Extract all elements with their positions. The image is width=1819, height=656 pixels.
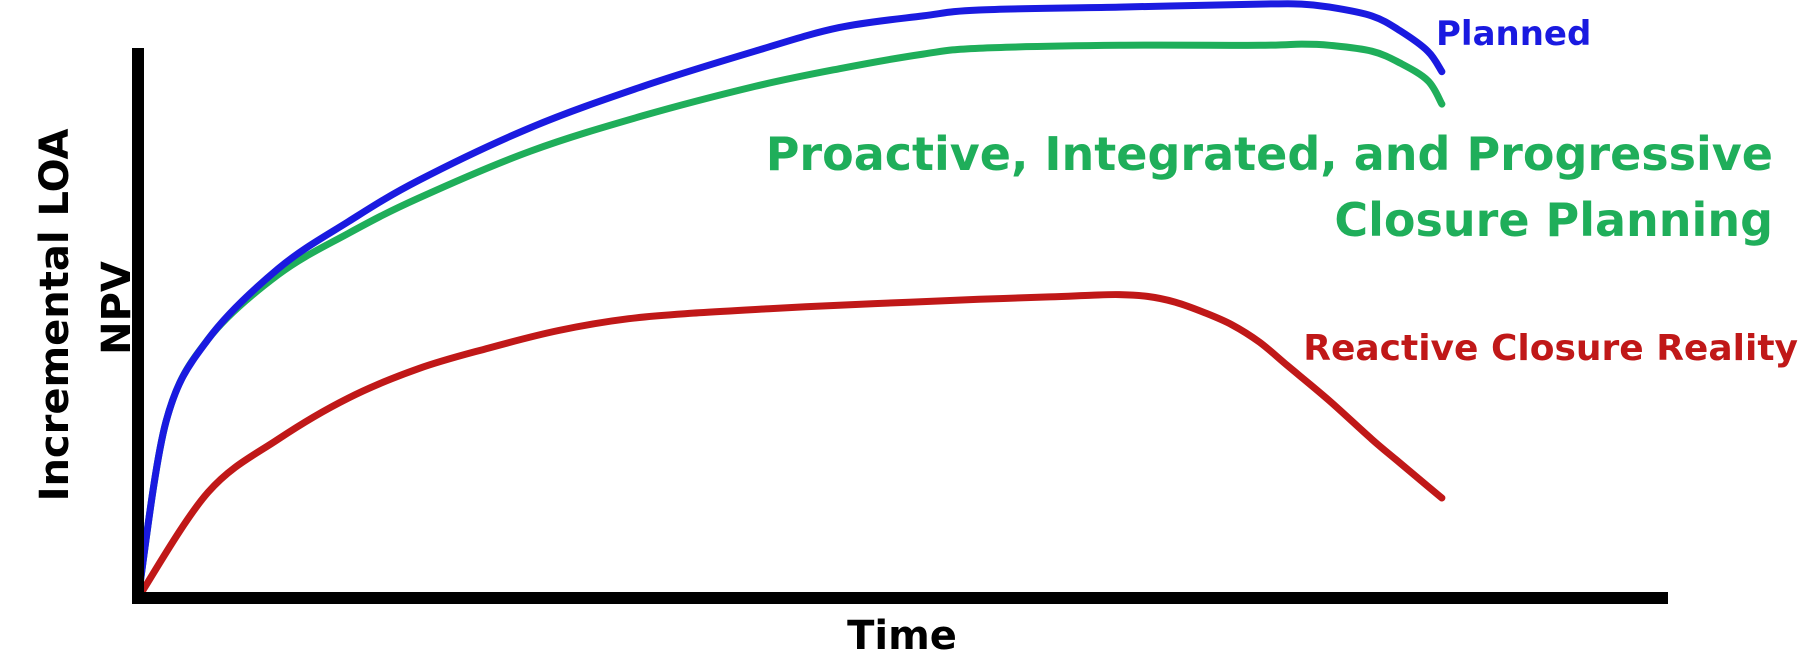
y-axis-label-line-1: Incremental LOA xyxy=(32,128,78,501)
series-line-proactive-closure-planning xyxy=(134,40,1446,602)
series-label-proactive-closure-planning: Proactive, Integrated, and Progressive Cl… xyxy=(766,127,1773,247)
series-lines xyxy=(134,0,1446,602)
series-line-reactive-closure-reality xyxy=(134,291,1446,602)
axes xyxy=(132,48,1668,604)
series-label-reactive-closure-reality: Reactive Closure Reality xyxy=(1303,328,1798,369)
y-axis-label-line-2: NPV xyxy=(94,261,140,355)
series-line-planned xyxy=(134,0,1446,602)
y-axis-label: Incremental LOA NPV xyxy=(32,115,140,502)
series-labels: Planned Proactive, Integrated, and Progre… xyxy=(766,14,1798,369)
x-axis-label: Time xyxy=(847,613,957,651)
series-label-proactive-closure-planning-line-2: Closure Planning xyxy=(1334,193,1773,247)
series-label-reactive-closure-reality-line-1: Reactive Closure Reality xyxy=(1303,328,1798,369)
series-label-planned: Planned xyxy=(1436,14,1591,54)
series-label-planned-line-1: Planned xyxy=(1436,14,1591,54)
series-label-proactive-closure-planning-line-1: Proactive, Integrated, and Progressive xyxy=(766,127,1773,181)
